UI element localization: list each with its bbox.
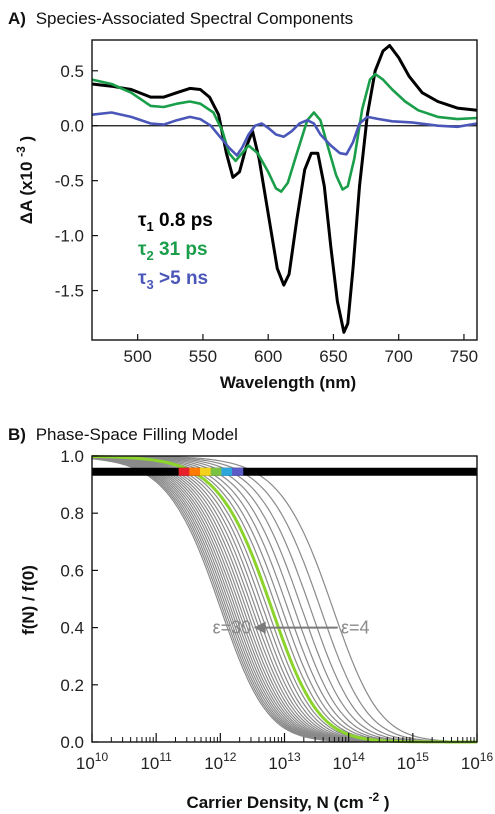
y-tick-label-b: 0.6: [60, 561, 84, 580]
y-tick-label: -1.5: [55, 282, 84, 301]
series-line-1: [91, 44, 478, 334]
panel-b: B) Phase-Space Filling Model ε=30 ε=41010…: [8, 425, 493, 812]
plot-frame: [91, 39, 478, 341]
y-tick-label: -1.0: [55, 227, 84, 246]
x-tick-label-b: 1015: [397, 750, 430, 773]
legend-tau: τ: [138, 210, 147, 231]
reference-bar-color-segment: [210, 467, 222, 476]
y-tick-label: 0.0: [60, 117, 84, 136]
x-tick-label: 700: [385, 347, 413, 366]
x-axis-title: Wavelength (nm): [220, 373, 356, 392]
panel-b-title-text: Phase-Space Filling Model: [36, 425, 238, 444]
y-axis-title: ΔA (x10 -3 ): [10, 136, 36, 224]
tick-base: 10: [268, 754, 287, 773]
panel-a-letter: A): [8, 9, 26, 28]
panel-a-title: A) Species-Associated Spectral Component…: [8, 9, 353, 28]
x-axis-title-b-suffix: ): [384, 793, 390, 812]
legend-tau: τ: [138, 268, 147, 289]
y-tick-label-b: 0.4: [60, 619, 84, 638]
x-tick-label-b: 1016: [461, 750, 494, 773]
y-tick-label: -0.5: [55, 172, 84, 191]
legend-lifetime: 0.8 ps: [154, 210, 213, 231]
panel-a-title-text: Species-Associated Spectral Components: [36, 9, 354, 28]
x-axis-title-b-prefix: Carrier Density, N (cm: [186, 793, 363, 812]
legend-lifetime: >5 ns: [154, 268, 208, 289]
legend-entry-3: τ3 >5 ns: [138, 268, 208, 292]
legend-entry-1: τ1 0.8 ps: [138, 210, 213, 234]
y-axis-title-exponent: -3: [14, 146, 28, 157]
x-tick-label: 650: [319, 347, 347, 366]
reference-bar-color-segment: [200, 467, 212, 476]
x-tick-label-b: 1011: [140, 750, 172, 773]
series-line-2: [91, 72, 478, 193]
tick-exponent: 16: [480, 750, 494, 764]
tick-base: 10: [76, 754, 95, 773]
tick-exponent: 14: [351, 750, 365, 764]
y-tick-label-b: 0.0: [60, 733, 84, 752]
x-axis-title-b-exponent: -2: [368, 790, 379, 804]
legend-subscript: 1: [146, 219, 153, 234]
series-line-3: [91, 111, 478, 157]
tick-exponent: 12: [223, 750, 237, 764]
legend-subscript: 3: [146, 277, 153, 292]
reference-bar-color-segment: [178, 467, 190, 476]
legend-subscript: 2: [146, 248, 153, 263]
y-axis-title-suffix: ): [17, 136, 36, 142]
legend-entry-2: τ2 31 ps: [138, 239, 208, 263]
legend-lifetime: 31 ps: [154, 239, 208, 260]
y-tick-label: 0.5: [60, 62, 84, 81]
epsilon-arrow-head: [253, 621, 266, 634]
annotation-epsilon-30: ε=30: [213, 618, 252, 638]
x-tick-label-b: 1010: [76, 750, 109, 773]
x-tick-label: 600: [254, 347, 282, 366]
x-tick-label: 550: [189, 347, 217, 366]
legend-tau: τ: [138, 239, 147, 260]
tick-base: 10: [204, 754, 223, 773]
tick-exponent: 15: [416, 750, 430, 764]
x-tick-label-b: 1013: [268, 750, 301, 773]
reference-bar-color-segment: [221, 467, 233, 476]
y-tick-label-b: 0.8: [60, 504, 84, 523]
tick-base: 10: [397, 754, 416, 773]
reference-bar-color-segment: [189, 467, 201, 476]
panel-b-title: B) Phase-Space Filling Model: [8, 425, 238, 444]
tick-base: 10: [461, 754, 480, 773]
tick-exponent: 13: [287, 750, 301, 764]
reference-bar-color-segment: [232, 467, 244, 476]
x-axis-title-b: Carrier Density, N (cm -2 ): [186, 786, 389, 812]
x-tick-label: 500: [123, 347, 151, 366]
panel-b-letter: B): [8, 425, 26, 444]
x-tick-label-b: 1012: [204, 750, 237, 773]
tick-exponent: 10: [95, 750, 109, 764]
tick-base: 10: [140, 754, 159, 773]
x-tick-label: 750: [450, 347, 478, 366]
y-tick-label-b: 0.2: [60, 676, 84, 695]
y-axis-title-prefix: ΔA (x10: [17, 162, 36, 225]
tick-base: 10: [333, 754, 352, 773]
annotation-epsilon-4: ε=4: [341, 618, 370, 638]
panel-a: A) Species-Associated Spectral Component…: [8, 9, 478, 392]
spectra-plot: 500 550 600 650 700 750 0.5 0.0 -0.5 -1.0 -1.5: [55, 39, 478, 366]
tick-exponent: 11: [159, 750, 172, 764]
y-axis-title-b: f(N) / f(0): [19, 565, 38, 635]
x-tick-label-b: 1014: [333, 750, 366, 773]
y-tick-label-b: 1.0: [60, 447, 84, 466]
